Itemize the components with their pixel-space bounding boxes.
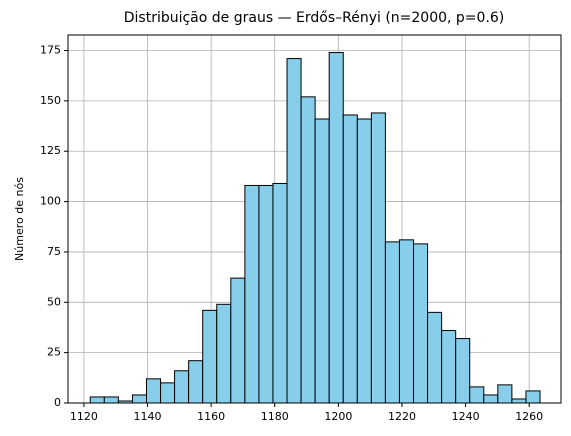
- y-tick-label: 0: [54, 396, 61, 409]
- x-tick-label: 1220: [388, 410, 416, 423]
- bar: [483, 394, 499, 404]
- bar: [427, 311, 443, 404]
- x-tick-label: 1260: [515, 410, 543, 423]
- x-tick-label: 1200: [324, 410, 352, 423]
- bar: [103, 396, 119, 404]
- bar: [272, 182, 288, 404]
- y-tick-label: 25: [47, 346, 61, 359]
- bar: [300, 96, 316, 404]
- bar: [441, 329, 457, 404]
- chart-title: Distribuição de graus — Erdős–Rényi (n=2…: [124, 10, 505, 26]
- bar: [455, 338, 471, 404]
- bar: [328, 52, 344, 404]
- bar: [89, 396, 105, 404]
- bar: [244, 184, 260, 404]
- bar: [511, 398, 527, 404]
- bar: [188, 360, 204, 404]
- bar: [145, 378, 162, 404]
- y-tick-label: 75: [47, 245, 61, 258]
- bar: [258, 184, 274, 404]
- y-tick-label: 175: [40, 44, 61, 57]
- bar: [469, 386, 485, 404]
- y-tick-label: 50: [47, 295, 61, 308]
- plot-frame: [67, 34, 562, 404]
- x-tick-label: 1160: [197, 410, 225, 423]
- bar: [370, 112, 386, 404]
- bar: [356, 118, 372, 404]
- bar: [525, 390, 541, 404]
- x-tick-label: 1180: [261, 410, 289, 423]
- x-tick-label: 1140: [134, 410, 162, 423]
- bar: [230, 277, 246, 404]
- bar: [497, 384, 513, 404]
- x-tick-label: 1240: [452, 410, 480, 423]
- bar: [216, 303, 232, 404]
- bar: [286, 58, 302, 404]
- bar: [398, 239, 415, 404]
- bar: [160, 382, 176, 404]
- y-tick-label: 100: [40, 195, 61, 208]
- bar: [314, 118, 330, 404]
- y-tick-label: 125: [40, 144, 61, 157]
- y-axis-label: Número de nós: [13, 177, 26, 261]
- bar: [131, 394, 147, 404]
- x-tick-label: 1120: [70, 410, 98, 423]
- bar: [384, 241, 400, 404]
- bar: [342, 114, 358, 404]
- bar: [413, 243, 429, 404]
- bar: [202, 309, 218, 404]
- bar: [174, 370, 190, 404]
- y-tick-label: 150: [40, 94, 61, 107]
